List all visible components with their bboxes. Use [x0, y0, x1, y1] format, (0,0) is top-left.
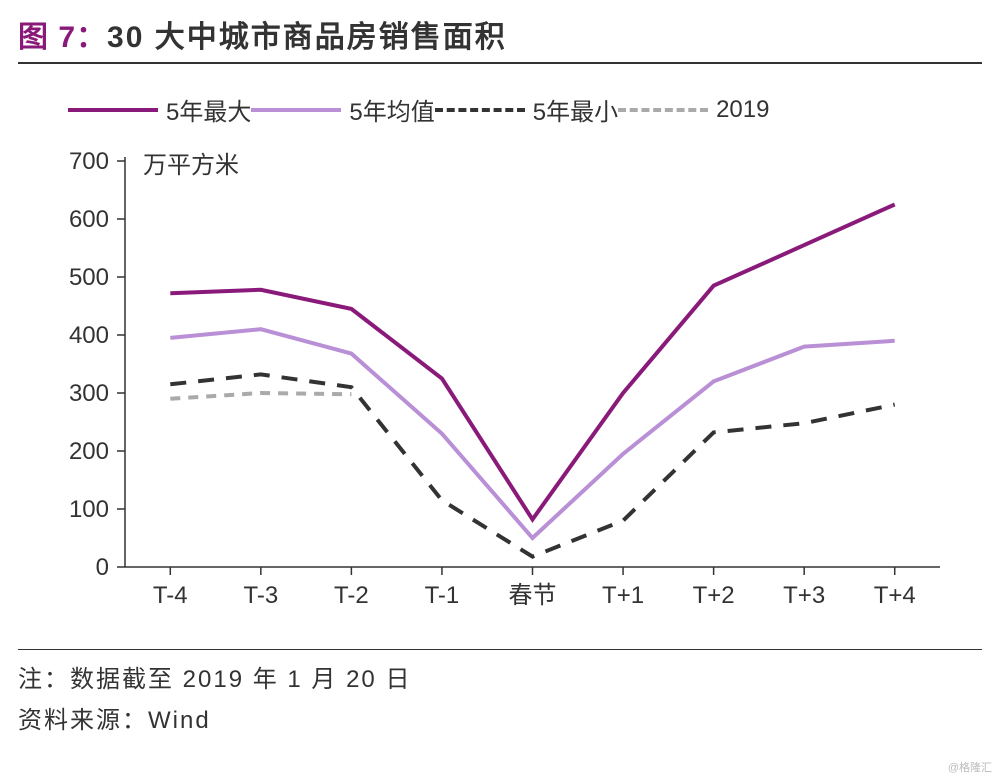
- chart-legend: 5年最大 5年均值 5年最小 2019: [18, 82, 982, 147]
- legend-swatch: [68, 108, 158, 112]
- svg-text:T-3: T-3: [243, 582, 278, 609]
- svg-text:T+3: T+3: [783, 582, 825, 609]
- svg-text:T-2: T-2: [334, 582, 369, 609]
- figure-title: 图 7： 30 大中城市商品房销售面积: [18, 12, 982, 64]
- svg-text:100: 100: [69, 496, 109, 523]
- legend-item: 5年最大: [68, 92, 251, 127]
- chart-footer: 注：数据截至 2019 年 1 月 20 日 资料来源：Wind: [18, 649, 982, 742]
- line-chart: 0 100 200 300 400 500 600 700 万平方米 T-4 T-3 T-2 T-1 春节…: [30, 147, 970, 627]
- legend-swatch: [618, 108, 708, 112]
- svg-text:700: 700: [69, 148, 109, 175]
- watermark: @格隆汇: [948, 759, 992, 775]
- legend-swatch: [435, 108, 525, 112]
- legend-label: 5年最小: [533, 92, 618, 127]
- legend-item: 5年均值: [251, 92, 434, 127]
- footer-source: 资料来源：Wind: [18, 701, 982, 742]
- svg-text:400: 400: [69, 322, 109, 349]
- chart-svg: 0 100 200 300 400 500 600 700 万平方米 T-4 T-3 T-2 T-1 春节…: [30, 147, 970, 627]
- svg-text:300: 300: [69, 380, 109, 407]
- svg-text:T-4: T-4: [153, 582, 188, 609]
- legend-swatch: [251, 108, 341, 112]
- svg-text:万平方米: 万平方米: [143, 152, 239, 179]
- svg-text:T+2: T+2: [693, 582, 735, 609]
- svg-text:600: 600: [69, 206, 109, 233]
- svg-text:T+4: T+4: [874, 582, 916, 609]
- legend-item: 2019: [618, 96, 769, 124]
- svg-text:200: 200: [69, 438, 109, 465]
- title-prefix: 图 7：: [18, 12, 107, 56]
- svg-text:500: 500: [69, 264, 109, 291]
- svg-text:T+1: T+1: [602, 582, 644, 609]
- svg-text:T-1: T-1: [425, 582, 460, 609]
- legend-label: 2019: [716, 96, 769, 124]
- legend-item: 5年最小: [435, 92, 618, 127]
- legend-label: 5年最大: [166, 92, 251, 127]
- footer-note: 注：数据截至 2019 年 1 月 20 日: [18, 660, 982, 701]
- svg-text:春节: 春节: [509, 582, 557, 609]
- legend-label: 5年均值: [349, 92, 434, 127]
- title-main: 30 大中城市商品房销售面积: [107, 12, 507, 56]
- svg-text:0: 0: [96, 554, 109, 581]
